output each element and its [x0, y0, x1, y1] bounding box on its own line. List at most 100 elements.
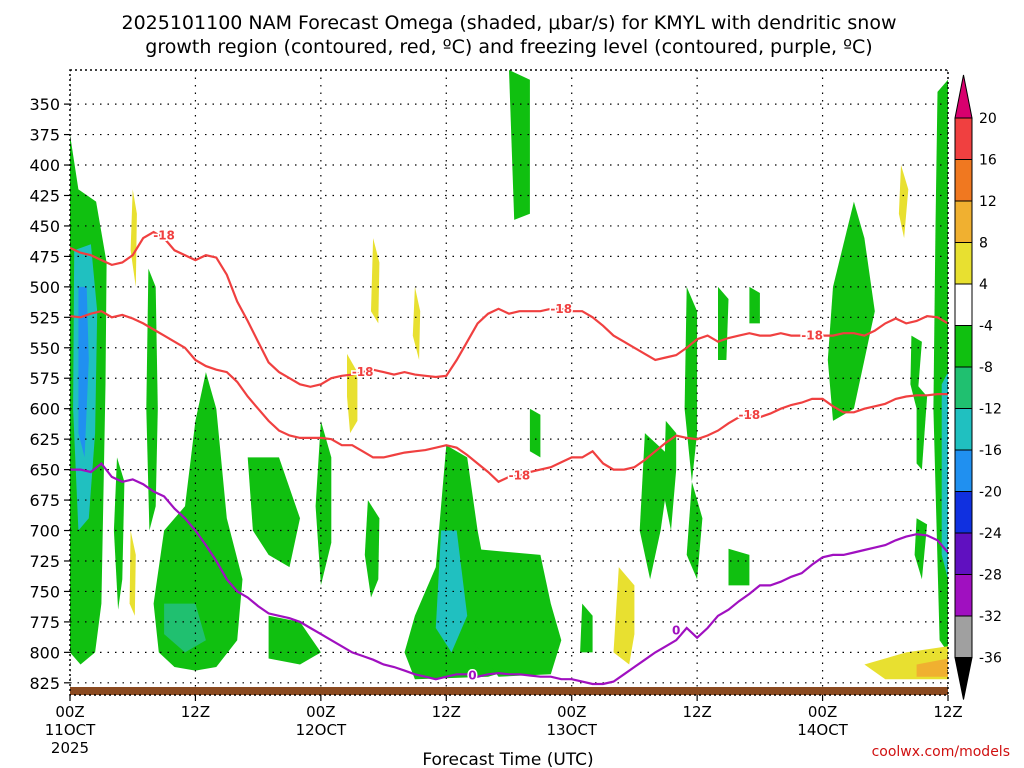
x-tick-label-60-0: 12Z	[682, 703, 711, 721]
y-tick-label-750: 750	[29, 582, 60, 601]
contour-line-2	[70, 461, 948, 686]
colorbar-swatch-11	[954, 532, 973, 575]
x-tick-label-48-0: 00Z	[557, 703, 586, 721]
y-axis-ticks: 350 375 400 425 450 475 500 525 550 575 600 625 650 6…	[29, 95, 70, 693]
x-tick-label-36-0: 12Z	[432, 703, 461, 721]
colorbar-label-2: 12	[979, 194, 997, 210]
colorbar: 20 16 12 8 4 -4 -8 -12 -16 -20 -24 -28 -32 -36	[954, 74, 1002, 700]
omega-shade-4	[113, 457, 125, 610]
x-axis-label: Forecast Time (UTC)	[422, 750, 593, 768]
y-tick-label-450: 450	[29, 217, 60, 236]
omega-shade-19	[472, 548, 562, 677]
omega-shade-6	[129, 530, 136, 616]
colorbar-swatch-12	[954, 574, 973, 617]
y-tick-label-500: 500	[29, 278, 60, 297]
y-tick-label-475: 475	[29, 247, 60, 266]
credit-text: coolwx.com/models	[872, 744, 1010, 760]
omega-shade-5	[130, 189, 137, 287]
y-tick-label-400: 400	[29, 156, 60, 175]
colorbar-label-12: -32	[979, 609, 1002, 625]
omega-shade-7	[153, 372, 243, 671]
omega-shade-34	[898, 165, 909, 239]
y-tick-label-375: 375	[29, 126, 60, 145]
omega-shade-20	[529, 408, 541, 458]
omega-shade-22	[613, 567, 635, 665]
omega-shade-17	[435, 530, 468, 653]
y-tick-label-350: 350	[29, 95, 60, 114]
y-tick-label-800: 800	[29, 643, 60, 662]
omega-shade-27	[718, 286, 729, 360]
omega-shade-15	[364, 500, 380, 598]
x-tick-label-84-0: 12Z	[933, 703, 962, 721]
omega-shade-18	[509, 70, 530, 220]
colorbar-swatch-2	[954, 159, 973, 202]
x-tick-label-0-0: 00Z	[55, 703, 84, 721]
y-tick-label-425: 425	[29, 186, 60, 205]
omega-shade-25	[684, 286, 698, 482]
plot-area: -18 -18 -18 -18 -18 -18 0 0	[69, 69, 949, 696]
colorbar-label-1: 16	[979, 153, 997, 169]
y-tick-label-650: 650	[29, 461, 60, 480]
omega-shade-33	[916, 384, 928, 470]
contour-label-2-0: 0	[468, 669, 476, 683]
x-tick-label-12-0: 12Z	[181, 703, 210, 721]
contour-label-0-2: -18	[550, 302, 572, 316]
colorbar-swatch-4	[954, 242, 973, 285]
omega-shade-38	[916, 658, 948, 677]
colorbar-label-0: 20	[979, 111, 997, 127]
colorbar-swatch-5	[954, 283, 973, 326]
colorbar-label-5: -4	[979, 319, 993, 335]
x-tick-label-0-2: 2025	[51, 739, 89, 757]
omega-shade-13	[371, 238, 380, 324]
omega-shade-10	[315, 420, 332, 586]
y-tick-label-700: 700	[29, 522, 60, 541]
contour-label-0-0: -18	[153, 229, 175, 243]
omega-shade-14	[412, 286, 421, 360]
x-tick-label-72-0: 00Z	[808, 703, 837, 721]
omega-shade-11	[268, 615, 321, 665]
colorbar-swatch-1	[954, 117, 973, 160]
y-tick-label-625: 625	[29, 430, 60, 449]
contour-line-1	[70, 310, 948, 484]
x-tick-label-0-1: 11OCT	[45, 721, 96, 739]
y-tick-label-550: 550	[29, 339, 60, 358]
chart-title-line1: 2025101100 NAM Forecast Omega (shaded, μ…	[121, 12, 896, 34]
x-tick-label-24-0: 00Z	[306, 703, 335, 721]
omega-shade-9	[247, 457, 300, 568]
terrain-strip	[70, 687, 948, 695]
colorbar-label-13: -36	[979, 651, 1002, 667]
contour-label-0-3: -18	[801, 329, 823, 343]
y-tick-label-825: 825	[29, 674, 60, 693]
omega-shade-26	[686, 481, 703, 580]
plot-frame	[69, 69, 949, 696]
omega-shade-2	[78, 286, 89, 458]
omega-shade-36	[941, 372, 948, 580]
x-tick-label-48-1: 13OCT	[546, 721, 597, 739]
colorbar-label-6: -8	[979, 360, 993, 376]
colorbar-label-3: 8	[979, 236, 988, 252]
omega-shade-29	[827, 201, 875, 421]
colorbar-label-11: -28	[979, 568, 1002, 584]
omega-shade-3	[146, 268, 158, 531]
colorbar-swatch-10	[954, 491, 973, 534]
y-tick-label-775: 775	[29, 613, 60, 632]
omega-shade-21	[580, 603, 593, 653]
y-tick-label-525: 525	[29, 308, 60, 327]
omega-shade-31	[914, 518, 928, 580]
contour-label-1-1: -18	[739, 408, 761, 422]
colorbar-swatch-6	[954, 325, 973, 368]
colorbar-top-arrow	[954, 74, 973, 119]
colorbar-swatch-7	[954, 366, 973, 409]
y-tick-label-675: 675	[29, 491, 60, 510]
omega-shade-23	[663, 420, 677, 531]
colorbar-label-9: -20	[979, 485, 1002, 501]
plot-content: -18 -18 -18 -18 -18 -18 0 0	[70, 70, 948, 695]
colorbar-label-7: -12	[979, 402, 1002, 418]
chart-title-line2: growth region (contoured, red, ºC) and f…	[145, 36, 872, 58]
omega-shade-28	[749, 286, 760, 324]
contour-line-0	[70, 230, 948, 388]
colorbar-bottom-arrow	[954, 657, 973, 700]
colorbar-label-4: 4	[979, 277, 988, 293]
